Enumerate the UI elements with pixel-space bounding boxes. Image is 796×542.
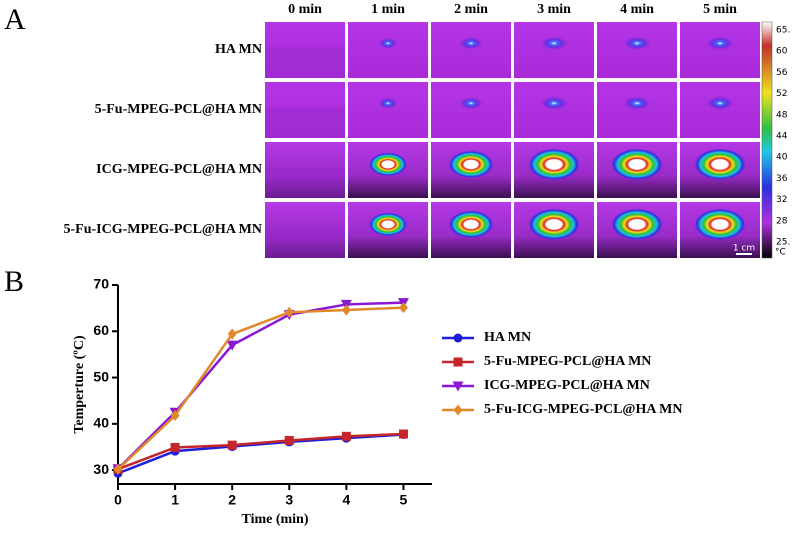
hot-spot	[448, 210, 494, 239]
y-tick-label: 70	[93, 276, 109, 292]
warm-spot	[540, 96, 568, 111]
scale-bar-label: 1 cm	[733, 244, 755, 254]
colorbar-label: 52	[776, 89, 787, 99]
panel-label: B	[4, 265, 24, 298]
hot-spot	[611, 208, 663, 241]
column-header: 3 min	[537, 2, 571, 17]
colorbar-label: 25.	[776, 238, 790, 248]
warm-spot	[623, 96, 651, 111]
row-label: 5-Fu-ICG-MPEG-PCL@HA MN	[63, 222, 262, 237]
x-tick-label: 1	[171, 492, 179, 508]
colorbar-unit: °C	[775, 248, 786, 258]
data-point	[227, 328, 237, 340]
colorbar-label: 40	[776, 153, 788, 163]
legend-marker	[453, 357, 463, 367]
colorbar-label: 36	[776, 174, 788, 184]
legend-marker	[453, 333, 463, 343]
hot-spot	[694, 148, 746, 181]
column-header: 2 min	[454, 2, 488, 17]
data-point	[341, 304, 351, 316]
colorbar-label: 48	[776, 110, 788, 120]
column-header: 0 min	[288, 2, 322, 17]
colorbar-label: 65.	[776, 26, 790, 36]
panel-label: A	[4, 3, 26, 36]
thermal-image	[431, 22, 511, 78]
legend-label: ICG-MPEG-PCL@HA MN	[484, 378, 650, 393]
y-tick-label: 30	[93, 461, 109, 477]
x-tick-label: 3	[285, 492, 293, 508]
warm-spot	[706, 96, 734, 111]
x-tick-label: 5	[400, 492, 408, 508]
image-shade	[265, 107, 345, 138]
data-point	[227, 440, 237, 450]
warm-spot	[459, 96, 483, 110]
colorbar-label: 60	[776, 47, 788, 57]
y-tick-label: 50	[93, 368, 109, 384]
image-shade	[265, 167, 345, 198]
legend-label: 5-Fu-ICG-MPEG-PCL@HA MN	[484, 402, 683, 417]
hot-spot	[611, 148, 663, 181]
legend-label: HA MN	[484, 330, 531, 345]
column-header: 1 min	[371, 2, 405, 17]
data-point	[398, 302, 408, 314]
data-point	[341, 431, 351, 441]
row-label: ICG-MPEG-PCL@HA MN	[96, 162, 262, 177]
x-axis-label: Time (min)	[241, 512, 308, 527]
column-header: 5 min	[703, 2, 737, 17]
thermal-image	[348, 82, 428, 138]
series-line	[117, 433, 404, 475]
y-axis-label: Temperture (ºC)	[72, 335, 87, 434]
warm-spot	[706, 36, 734, 51]
line-chart: 30 40 50 60 70 0 1 2 3 4 5 Time (min) Temperture (ºC…	[72, 276, 682, 528]
image-shade	[265, 227, 345, 258]
hot-spot	[368, 152, 408, 177]
image-shade	[265, 47, 345, 78]
warm-spot	[378, 37, 398, 49]
data-point	[284, 306, 294, 318]
thermal-image	[348, 22, 428, 78]
image-grid: 0 min 1 min 2 min 3 min 4 min 5 min HA MN 5-Fu-…	[63, 2, 790, 258]
data-point	[170, 442, 180, 452]
thermal-image	[431, 82, 511, 138]
colorbar-label: 28	[776, 216, 788, 226]
data-point	[170, 410, 180, 422]
colorbar-label: 44	[776, 132, 788, 142]
column-header: 4 min	[620, 2, 654, 17]
legend-label: 5-Fu-MPEG-PCL@HA MN	[484, 354, 651, 369]
y-tick-label: 40	[93, 415, 109, 431]
data-point	[113, 463, 123, 475]
colorbar-label: 56	[776, 68, 788, 78]
colorbar	[761, 21, 773, 259]
warm-spot	[378, 97, 398, 109]
warm-spot	[623, 36, 651, 51]
legend-marker	[453, 404, 463, 416]
series-line	[117, 306, 404, 471]
hot-spot	[694, 208, 746, 241]
hot-spot	[368, 212, 408, 237]
row-label: HA MN	[215, 42, 262, 57]
colorbar-label: 32	[776, 195, 787, 205]
hot-spot	[528, 148, 580, 181]
data-point	[284, 435, 294, 445]
warm-spot	[540, 36, 568, 51]
x-tick-label: 2	[228, 492, 236, 508]
x-tick-label: 0	[114, 492, 122, 508]
series-line	[117, 432, 404, 471]
y-tick-label: 60	[93, 322, 109, 338]
hot-spot	[528, 208, 580, 241]
data-point	[226, 340, 238, 351]
legend-marker	[452, 381, 464, 392]
row-label: 5-Fu-MPEG-PCL@HA MN	[95, 102, 262, 117]
hot-spot	[448, 150, 494, 179]
data-point	[398, 429, 408, 439]
warm-spot	[459, 36, 483, 50]
x-tick-label: 4	[342, 492, 350, 508]
series-line	[117, 301, 404, 470]
